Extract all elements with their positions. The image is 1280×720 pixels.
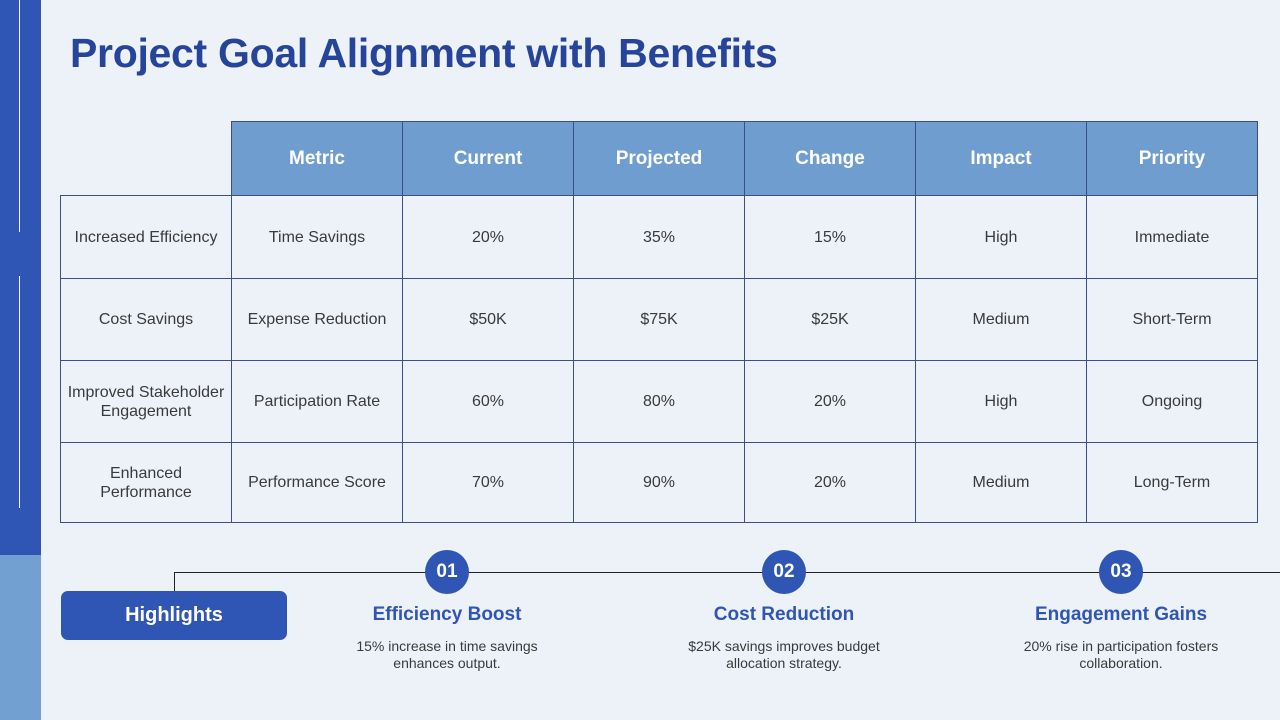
step-description: 20% rise in participation fosters collab… [1023,638,1219,671]
cell-projected: 90% [573,442,745,523]
cell-projected: 35% [573,195,745,279]
cell-change: 20% [744,442,916,523]
cell-impact: High [915,195,1087,279]
table-row: Improved Stakeholder Engagement Particip… [60,360,1258,443]
row-label: Increased Efficiency [60,195,232,279]
highlights-label-box: Highlights [61,591,287,640]
highlight-step: 01 Efficiency Boost 15% increase in time… [327,550,567,672]
cell-projected: $75K [573,278,745,361]
cell-impact: High [915,360,1087,443]
cell-metric: Performance Score [231,442,403,523]
step-number-badge: 03 [1099,550,1143,594]
step-title: Cost Reduction [713,604,855,625]
sidebar-accent-bar-light [0,555,41,720]
table-row: Cost Savings Expense Reduction $50K $75K… [60,278,1258,361]
table-header-row: Metric Current Projected Change Impact P… [60,121,1258,196]
table-row: Enhanced Performance Performance Score 7… [60,442,1258,523]
column-header-priority: Priority [1086,121,1258,196]
cell-metric: Expense Reduction [231,278,403,361]
step-title: Engagement Gains [1034,604,1208,625]
cell-priority: Immediate [1086,195,1258,279]
cell-current: 70% [402,442,574,523]
sidebar-divider-line [19,276,20,508]
slide-title: Project Goal Alignment with Benefits [70,30,778,76]
table-row: Increased Efficiency Time Savings 20% 35… [60,195,1258,279]
cell-current: 60% [402,360,574,443]
step-description: 15% increase in time savings enhances ou… [356,638,538,671]
cell-projected: 80% [573,360,745,443]
cell-impact: Medium [915,278,1087,361]
goal-alignment-table: Metric Current Projected Change Impact P… [60,121,1258,523]
cell-change: $25K [744,278,916,361]
sidebar-divider-line [19,0,20,232]
cell-impact: Medium [915,442,1087,523]
cell-metric: Time Savings [231,195,403,279]
step-number-badge: 02 [762,550,806,594]
timeline-connector-drop [174,572,175,591]
cell-current: 20% [402,195,574,279]
column-header-metric: Metric [231,121,403,196]
cell-metric: Participation Rate [231,360,403,443]
column-header-change: Change [744,121,916,196]
cell-current: $50K [402,278,574,361]
column-header-current: Current [402,121,574,196]
highlight-step: 03 Engagement Gains 20% rise in particip… [1001,550,1241,672]
step-description: $25K savings improves budget allocation … [688,638,880,671]
column-header-impact: Impact [915,121,1087,196]
cell-change: 20% [744,360,916,443]
cell-priority: Ongoing [1086,360,1258,443]
cell-change: 15% [744,195,916,279]
row-label: Improved Stakeholder Engagement [60,360,232,443]
cell-priority: Long-Term [1086,442,1258,523]
step-title: Efficiency Boost [372,604,522,625]
row-label: Cost Savings [60,278,232,361]
cell-priority: Short-Term [1086,278,1258,361]
highlight-step: 02 Cost Reduction $25K savings improves … [664,550,904,672]
column-header-projected: Projected [573,121,745,196]
step-number-badge: 01 [425,550,469,594]
row-label: Enhanced Performance [60,442,232,523]
timeline-connector-line [174,572,1280,573]
table-corner-cell [60,121,232,196]
sidebar-accent-bar [0,0,41,555]
